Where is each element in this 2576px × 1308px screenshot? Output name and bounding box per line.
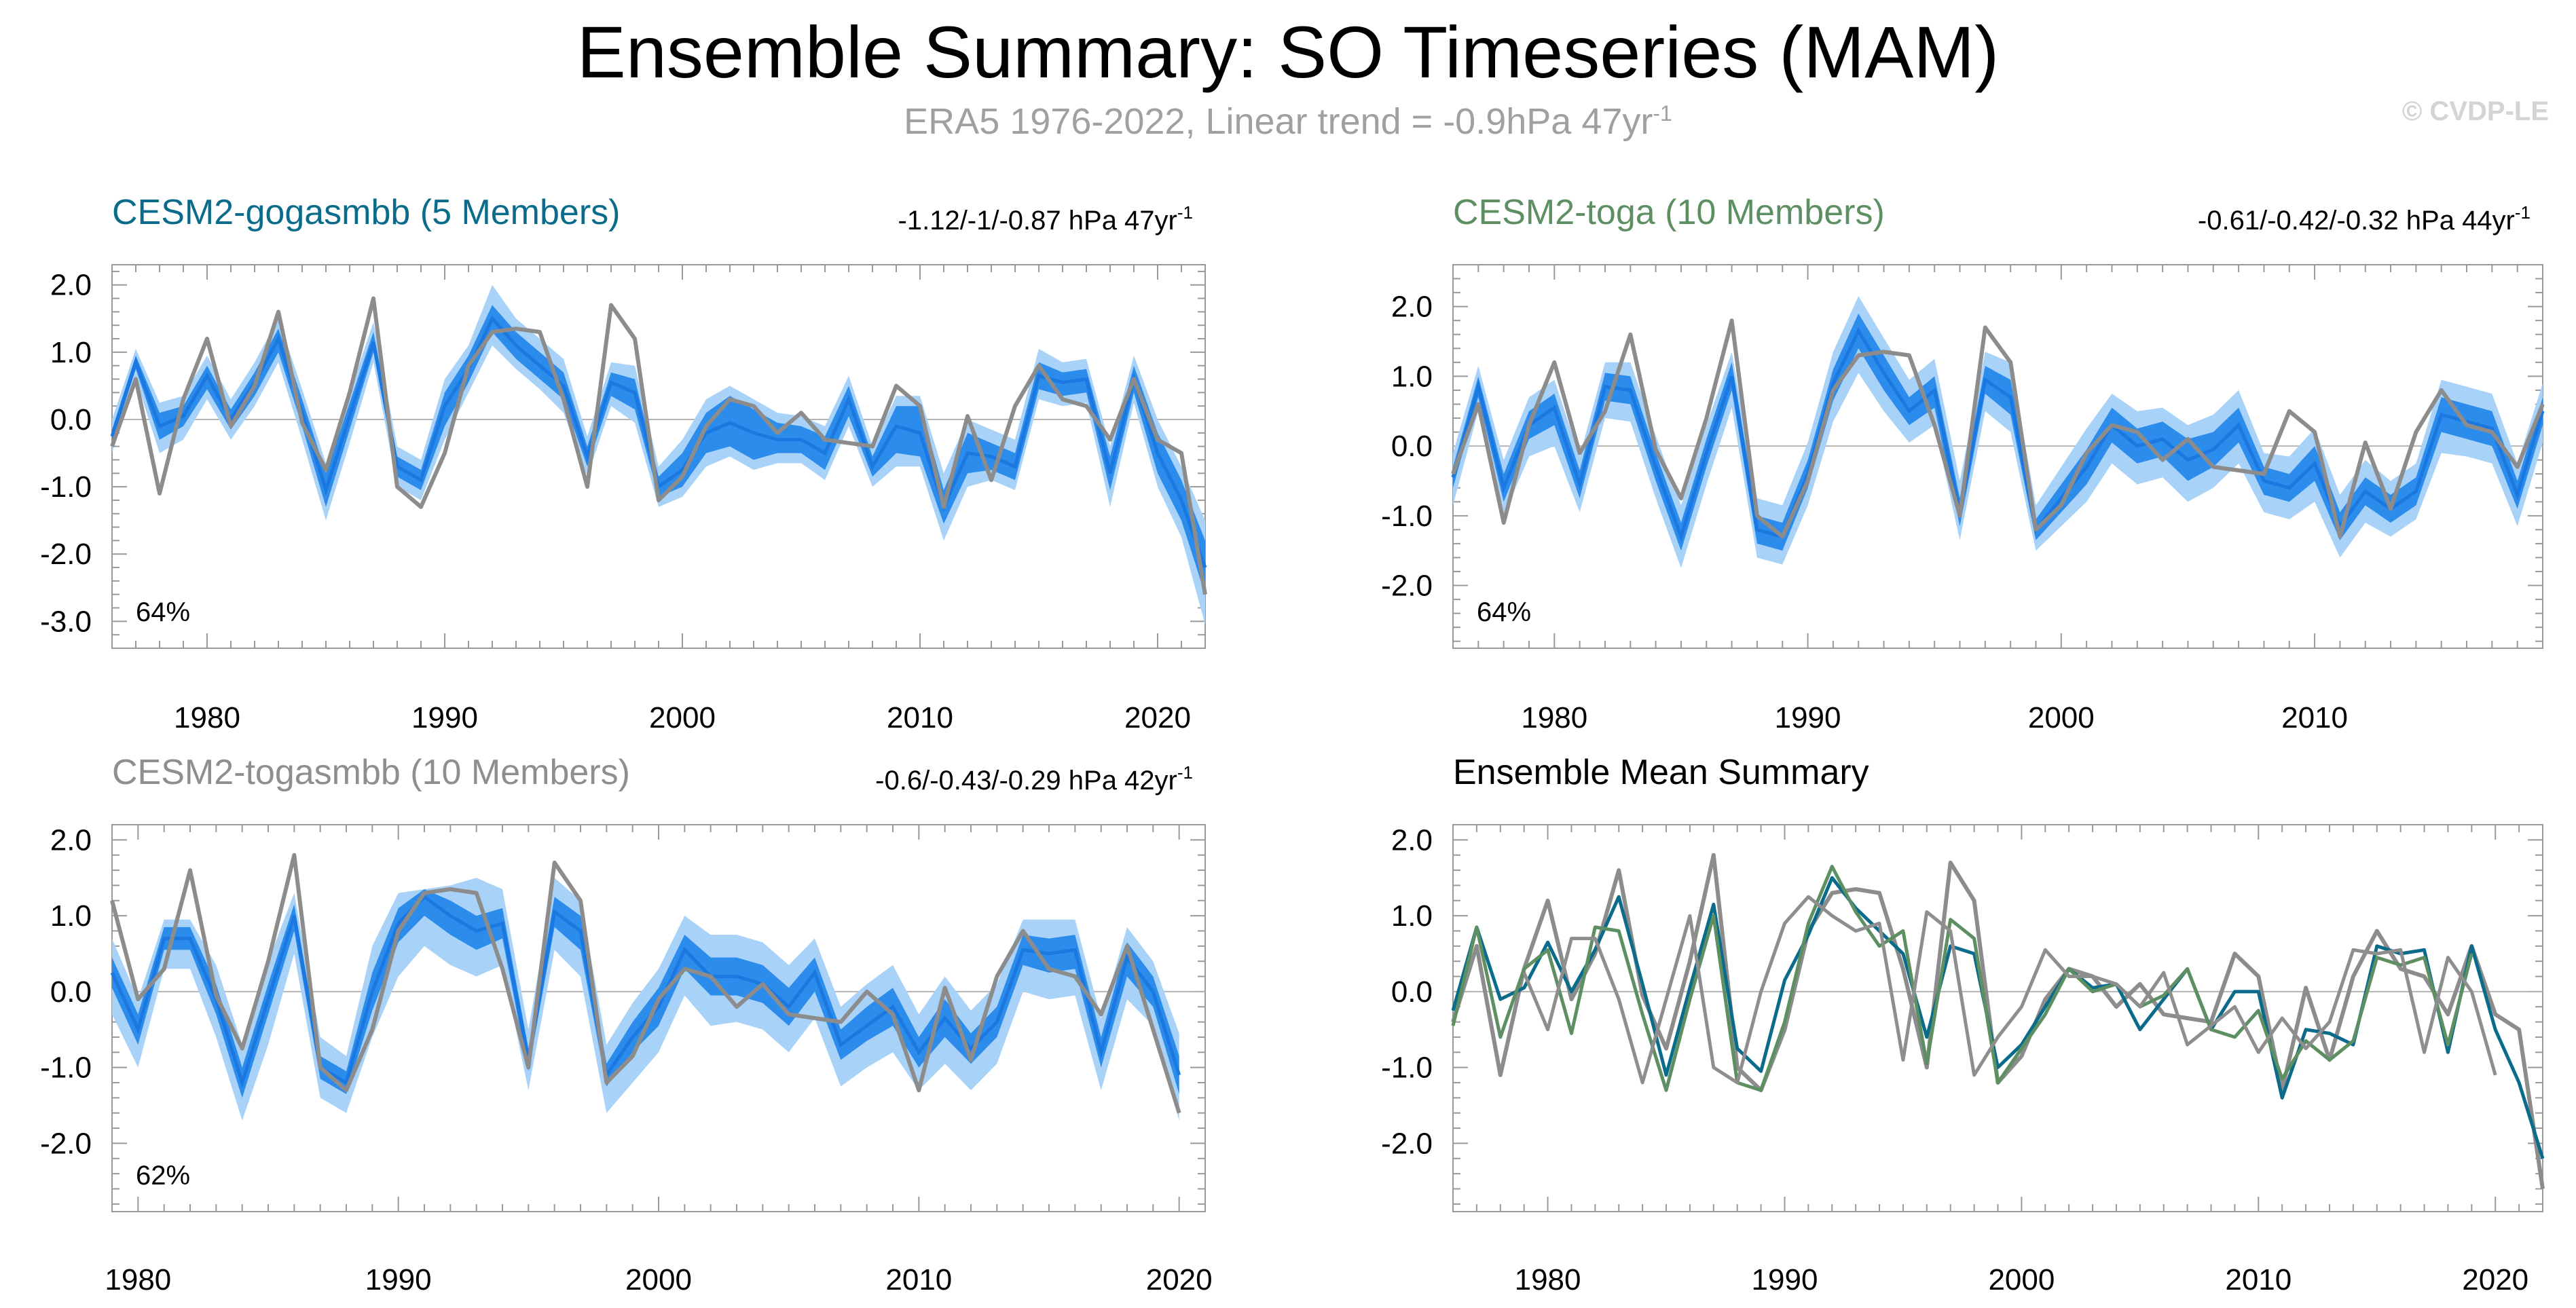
y-tick-label: 1.0 [1391, 360, 1433, 393]
y-tick-label: 0.0 [1391, 430, 1433, 463]
ensemble-mean-line [1451, 327, 2545, 542]
y-tick-label: -1.0 [1381, 500, 1433, 533]
x-tick-label: 2010 [2225, 1263, 2292, 1296]
x-tick-label: 1980 [1515, 1263, 1581, 1296]
x-tick-label: 2000 [1988, 1263, 2055, 1296]
trend-text: -1.12/-1/-0.87 hPa 47yr [898, 206, 1177, 236]
x-tick-label: 1990 [1752, 1263, 1818, 1296]
ensemble-range-band [112, 878, 1179, 1121]
series-line-cesm2-gogasmbb [1451, 876, 2545, 1159]
y-tick-label: -1.0 [40, 1051, 92, 1085]
subtitle-superscript: -1 [1653, 101, 1672, 126]
trend-label: -1.12/-1/-0.87 hPa 47yr-1 [898, 202, 1193, 236]
trend-superscript: -1 [2515, 202, 2531, 223]
y-tick-label: 0.0 [50, 975, 92, 1009]
y-tick-label: 2.0 [50, 269, 92, 302]
y-tick-label: 1.0 [50, 336, 92, 369]
ensemble-mean-line [110, 894, 1181, 1089]
panel-summary: 2.0 1.0 0.0 -1.0 -2.0 1980 1990 2000 2010 2020 Ens… [1381, 753, 2545, 1296]
x-tick-label: 1980 [174, 701, 240, 734]
panel-title: Ensemble Mean Summary [1453, 753, 1869, 792]
y-tick-label: 2.0 [1391, 823, 1433, 857]
y-tick-label: -2.0 [40, 1127, 92, 1160]
observed-line [110, 296, 1207, 595]
panel-toga: 2.0 1.0 0.0 -1.0 -2.0 1980 1990 2000 2010 CESM2-t… [1381, 193, 2545, 734]
percent-label: 62% [136, 1161, 190, 1191]
figure-subtitle: ERA5 1976-2022, Linear trend = -0.9hPa 4… [0, 100, 2576, 143]
y-tick-label: 2.0 [50, 823, 92, 857]
y-tick-label: 2.0 [1391, 291, 1433, 324]
y-tick-label: -2.0 [1381, 569, 1433, 603]
ensemble-range-band [1453, 296, 2543, 568]
plot-frame [1452, 264, 2543, 649]
panel-title: CESM2-toga (10 Members) [1453, 193, 1885, 232]
x-tick-label: 2020 [1146, 1263, 1213, 1296]
y-tick-label: -3.0 [40, 605, 92, 638]
panel-title: CESM2-gogasmbb (5 Members) [112, 193, 620, 232]
x-tick-label: 1980 [105, 1263, 171, 1296]
y-tick-label: 0.0 [50, 403, 92, 436]
panel-gogasmbb: 2.0 1.0 0.0 -1.0 -2.0 -3.0 1980 1990 2000 2010 202… [40, 193, 1207, 734]
y-tick-label: 0.0 [1391, 975, 1433, 1009]
observed-line [110, 853, 1181, 1114]
x-tick-label: 2000 [625, 1263, 692, 1296]
x-tick-label: 1990 [365, 1263, 432, 1296]
trend-label: -0.61/-0.42/-0.32 hPa 44yr-1 [2198, 202, 2531, 236]
ensemble-spread-band [1453, 313, 2543, 551]
x-tick-label: 2010 [885, 1263, 952, 1296]
y-tick-label: -2.0 [1381, 1127, 1433, 1160]
x-tick-label: 1990 [411, 701, 478, 734]
panel-title: CESM2-togasmbb (10 Members) [112, 753, 630, 792]
x-tick-label: 2010 [2281, 701, 2348, 734]
ensemble-spread-band [112, 305, 1205, 595]
figure-title: Ensemble Summary: SO Timeseries (MAM) [576, 11, 2000, 93]
trend-label: -0.6/-0.43/-0.29 hPa 42yr-1 [875, 762, 1193, 796]
trend-text: -0.6/-0.43/-0.29 hPa 42yr [875, 766, 1177, 796]
percent-label: 64% [1477, 597, 1531, 627]
x-tick-label: 1990 [1775, 701, 1841, 734]
copyright-label: © CVDP-LE [2402, 96, 2549, 126]
trend-superscript: -1 [1177, 202, 1193, 223]
subtitle-text: ERA5 1976-2022, Linear trend = -0.9hPa 4… [904, 101, 1653, 142]
x-tick-label: 2000 [2028, 701, 2095, 734]
series-line-cesm2-togasmbb [1522, 895, 2497, 1085]
y-tick-label: 1.0 [1391, 899, 1433, 933]
y-tick-label: -1.0 [1381, 1051, 1433, 1085]
observed-line [1451, 318, 2545, 539]
panel-togasmbb: 2.0 1.0 0.0 -1.0 -2.0 1980 1990 2000 2010 2020 CES… [40, 753, 1212, 1296]
trend-superscript: -1 [1177, 762, 1193, 783]
x-tick-label: 2020 [2462, 1263, 2528, 1296]
y-tick-label: 1.0 [50, 899, 92, 933]
x-tick-label: 2000 [649, 701, 716, 734]
ensemble-spread-band [112, 889, 1179, 1098]
x-tick-label: 2020 [1124, 701, 1191, 734]
series-line-cesm2-toga [1451, 865, 2473, 1092]
y-tick-label: -2.0 [40, 538, 92, 571]
x-tick-label: 2010 [887, 701, 953, 734]
trend-text: -0.61/-0.42/-0.32 hPa 44yr [2198, 206, 2515, 236]
x-tick-label: 1980 [1521, 701, 1587, 734]
percent-label: 64% [136, 597, 190, 627]
y-tick-label: -1.0 [40, 470, 92, 504]
